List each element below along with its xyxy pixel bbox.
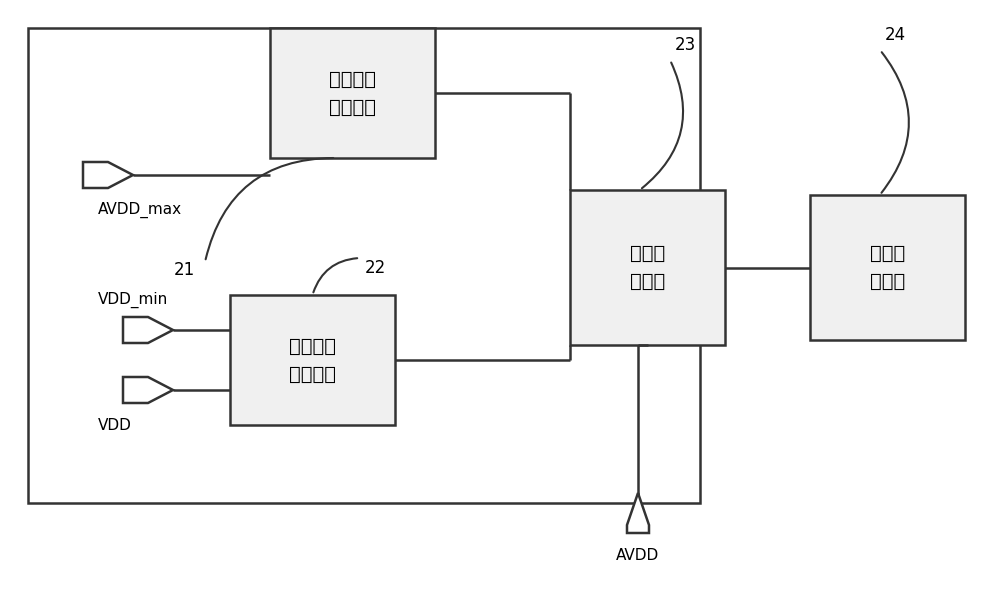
Text: AVDD_max: AVDD_max [98,202,182,218]
Polygon shape [123,377,173,403]
Polygon shape [123,317,173,343]
Bar [810,195,965,340]
Text: 23: 23 [675,36,696,54]
Bar [270,28,435,158]
Text: 21: 21 [174,261,195,279]
Text: 24: 24 [885,26,906,44]
Bar [28,28,700,503]
Text: 开关控
制模块: 开关控 制模块 [630,244,665,291]
Text: AVDD: AVDD [616,547,660,563]
Bar [230,295,395,425]
Text: 第一电压
比较模块: 第一电压 比较模块 [329,69,376,116]
Polygon shape [83,162,133,188]
Text: 22: 22 [365,259,386,277]
Text: VDD_min: VDD_min [98,292,168,308]
Bar [570,190,725,345]
Polygon shape [627,493,649,533]
Text: VDD: VDD [98,418,132,432]
Text: 第二电压
比较模块: 第二电压 比较模块 [289,337,336,384]
Text: 源极驱
动模块: 源极驱 动模块 [870,244,905,291]
